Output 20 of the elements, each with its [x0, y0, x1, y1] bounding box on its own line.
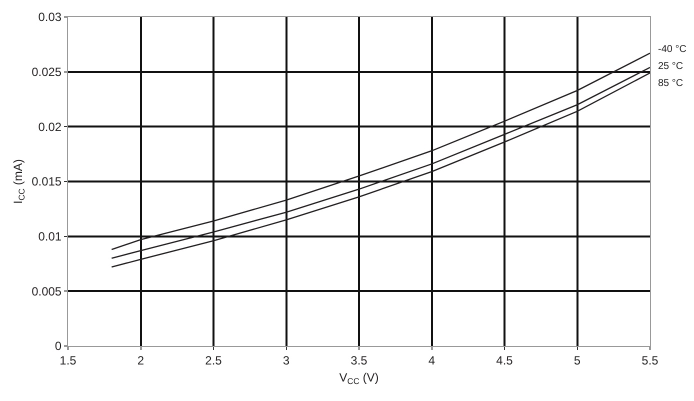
series-label: 25 °C	[658, 61, 684, 72]
x-tick-label: 1.5	[60, 353, 77, 368]
x-tick-label: 2	[137, 353, 144, 368]
x-tick-label: 3.5	[350, 353, 368, 368]
x-tick-label: 2.5	[205, 353, 222, 368]
y-tick-label: 0.005	[32, 284, 62, 298]
y-tick-label: 0	[54, 339, 62, 354]
x-tick-label: 5	[574, 353, 581, 368]
x-axis-title: V$_{CC}$ (V)	[339, 370, 379, 386]
y-tick-label: 0.025	[32, 65, 62, 80]
series-label: -40 °C	[658, 44, 686, 55]
y-tick-label: 0.01	[38, 230, 62, 244]
x-tick-label: 4	[428, 353, 436, 368]
series-label: 85 °C	[658, 78, 684, 89]
x-tick-label: 4.5	[496, 353, 514, 368]
y-tick-label: 0.02	[38, 120, 62, 134]
x-tick-label: 3	[282, 353, 290, 368]
x-tick-label: 5.5	[642, 353, 659, 368]
y-tick-label: 0.015	[32, 174, 62, 189]
y-tick-label: 0.03	[38, 10, 62, 24]
